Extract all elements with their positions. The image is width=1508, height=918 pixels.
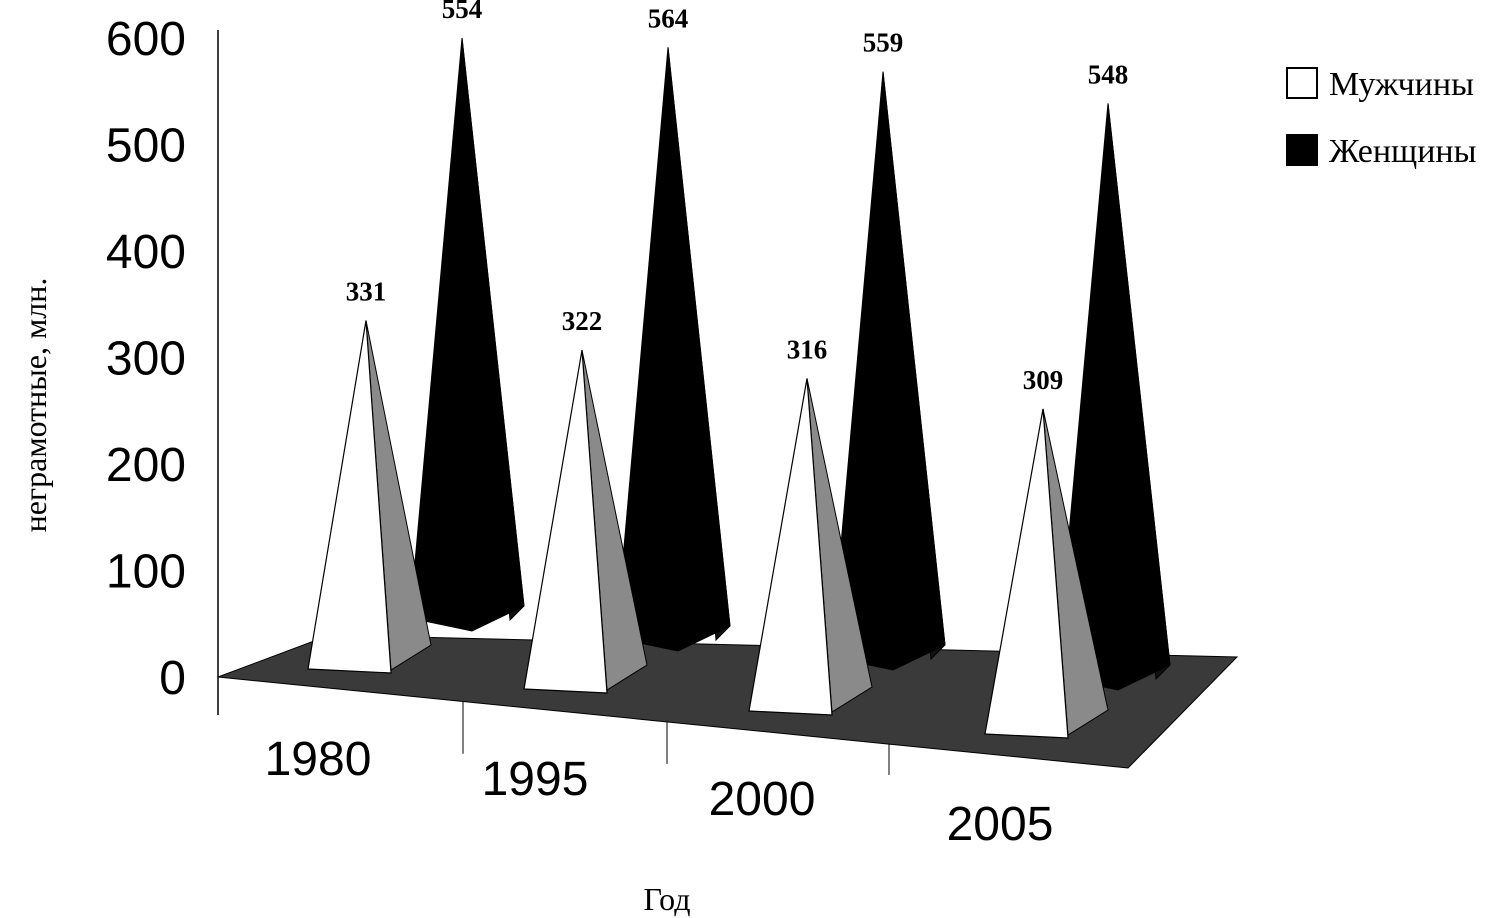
men-cone-bar — [984, 408, 1069, 739]
men-cone-bar — [748, 378, 833, 716]
value-label-men: 331 — [346, 276, 387, 306]
legend-swatch — [1286, 67, 1318, 99]
y-tick-label: 500 — [106, 120, 186, 173]
women-cone-bar — [1055, 103, 1171, 691]
men-cone-bar — [523, 349, 608, 694]
women-cone-bar — [830, 71, 946, 671]
y-tick-label: 400 — [106, 226, 186, 279]
y-tick-label: 600 — [106, 13, 186, 66]
value-label-men: 322 — [562, 306, 603, 336]
chart-marks — [307, 37, 1171, 739]
y-tick-label: 300 — [106, 333, 186, 386]
axes: 0 100 200 300 400 500 600 1980 1995 2000 2005 — [106, 13, 1053, 851]
value-label-women: 559 — [863, 28, 904, 58]
floor-plane — [217, 634, 1239, 769]
x-tick-label: 1995 — [482, 753, 589, 806]
women-cone-bar — [615, 47, 731, 652]
men-cone-bar — [307, 320, 392, 674]
value-label-men: 316 — [787, 334, 828, 364]
y-tick-label: 100 — [106, 546, 186, 599]
women-cone-bar — [409, 37, 525, 632]
value-label-women: 548 — [1088, 59, 1129, 89]
value-label-men: 309 — [1023, 365, 1064, 395]
y-tick-label: 0 — [159, 652, 186, 705]
legend-swatch — [1286, 134, 1318, 166]
legend-label: Женщины — [1329, 133, 1477, 170]
chart-floor — [217, 634, 1239, 769]
y-axis-title: неграмотные, млн. — [17, 278, 53, 533]
value-label-women: 554 — [442, 0, 483, 24]
chart-labels: 331 554 322 564 316 559 309 548 — [346, 0, 1129, 395]
y-tick-label: 200 — [106, 439, 186, 492]
x-tick-label: 2005 — [947, 798, 1054, 851]
x-axis-title: Год — [643, 881, 690, 917]
legend: Мужчины Женщины — [1286, 66, 1477, 170]
x-tick-label: 2000 — [709, 773, 816, 826]
legend-label: Мужчины — [1329, 66, 1474, 103]
x-tick-label: 1980 — [265, 733, 372, 786]
value-label-women: 564 — [648, 3, 689, 33]
